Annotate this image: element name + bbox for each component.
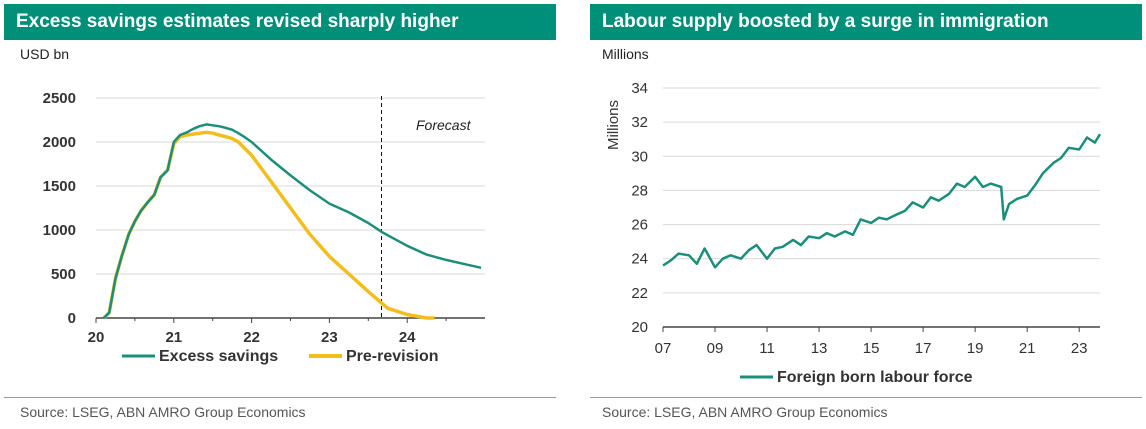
y-tick-label: 28 — [631, 182, 648, 199]
y-tick-label: 24 — [631, 251, 648, 268]
y-tick-label: 34 — [631, 80, 648, 97]
x-tick-label: 15 — [863, 340, 880, 357]
x-tick-label: 23 — [321, 329, 338, 346]
x-tick-label: 21 — [1019, 340, 1036, 357]
y-tick-label: 1000 — [43, 222, 76, 239]
chart-title: Labour supply boosted by a surge in immi… — [590, 4, 1142, 40]
chart-title: Excess savings estimates revised sharply… — [4, 4, 556, 40]
y-tick-label: 2000 — [43, 134, 76, 151]
labour-line-chart: 20 22 24 26 28 30 32 34 Millions 07 09 11 13 15 17 19 21… — [605, 80, 1102, 386]
chart-panel-labour: Labour supply boosted by a surge in immi… — [590, 0, 1142, 429]
x-tick-label: 13 — [811, 340, 828, 357]
savings-line-chart: 0 500 1000 1500 2000 2500 20 21 22 23 24 Forecast Ex… — [43, 90, 485, 365]
x-tick-label: 21 — [165, 329, 182, 346]
source-note: Source: LSEG, ABN AMRO Group Economics — [20, 404, 306, 420]
y-tick-label: 20 — [631, 319, 648, 336]
legend-label: Pre-revision — [346, 348, 438, 365]
source-note: Source: LSEG, ABN AMRO Group Economics — [602, 404, 888, 420]
y-unit-label: Millions — [602, 46, 649, 62]
x-tick-label: 24 — [399, 329, 416, 346]
x-tick-label: 17 — [915, 340, 932, 357]
series-line — [102, 123, 482, 319]
y-tick-label: 26 — [631, 217, 648, 234]
y-tick-label: 30 — [631, 148, 648, 165]
legend-label: Foreign born labour force — [777, 369, 973, 386]
x-tick-label: 11 — [759, 340, 775, 357]
series-line — [102, 130, 435, 320]
x-tick-label: 19 — [967, 340, 984, 357]
source-divider — [4, 397, 556, 398]
y-tick-label: 2500 — [43, 90, 76, 107]
x-tick-label: 23 — [1071, 340, 1088, 357]
chart-panel-savings: Excess savings estimates revised sharply… — [4, 0, 556, 429]
x-tick-label: 07 — [655, 340, 672, 357]
y-tick-label: 500 — [51, 266, 76, 283]
y-tick-label: 22 — [631, 285, 648, 302]
series-line — [662, 133, 1102, 269]
y-axis-title: Millions — [605, 100, 622, 150]
y-tick-label: 0 — [68, 310, 76, 327]
forecast-label: Forecast — [416, 117, 472, 133]
y-unit-label: USD bn — [20, 46, 70, 62]
x-tick-label: 20 — [88, 329, 105, 346]
x-tick-label: 09 — [707, 340, 724, 357]
y-tick-label: 1500 — [43, 178, 76, 195]
y-tick-label: 32 — [631, 114, 648, 131]
source-divider — [590, 397, 1142, 398]
legend-label: Excess savings — [159, 348, 278, 365]
x-tick-label: 22 — [243, 329, 260, 346]
